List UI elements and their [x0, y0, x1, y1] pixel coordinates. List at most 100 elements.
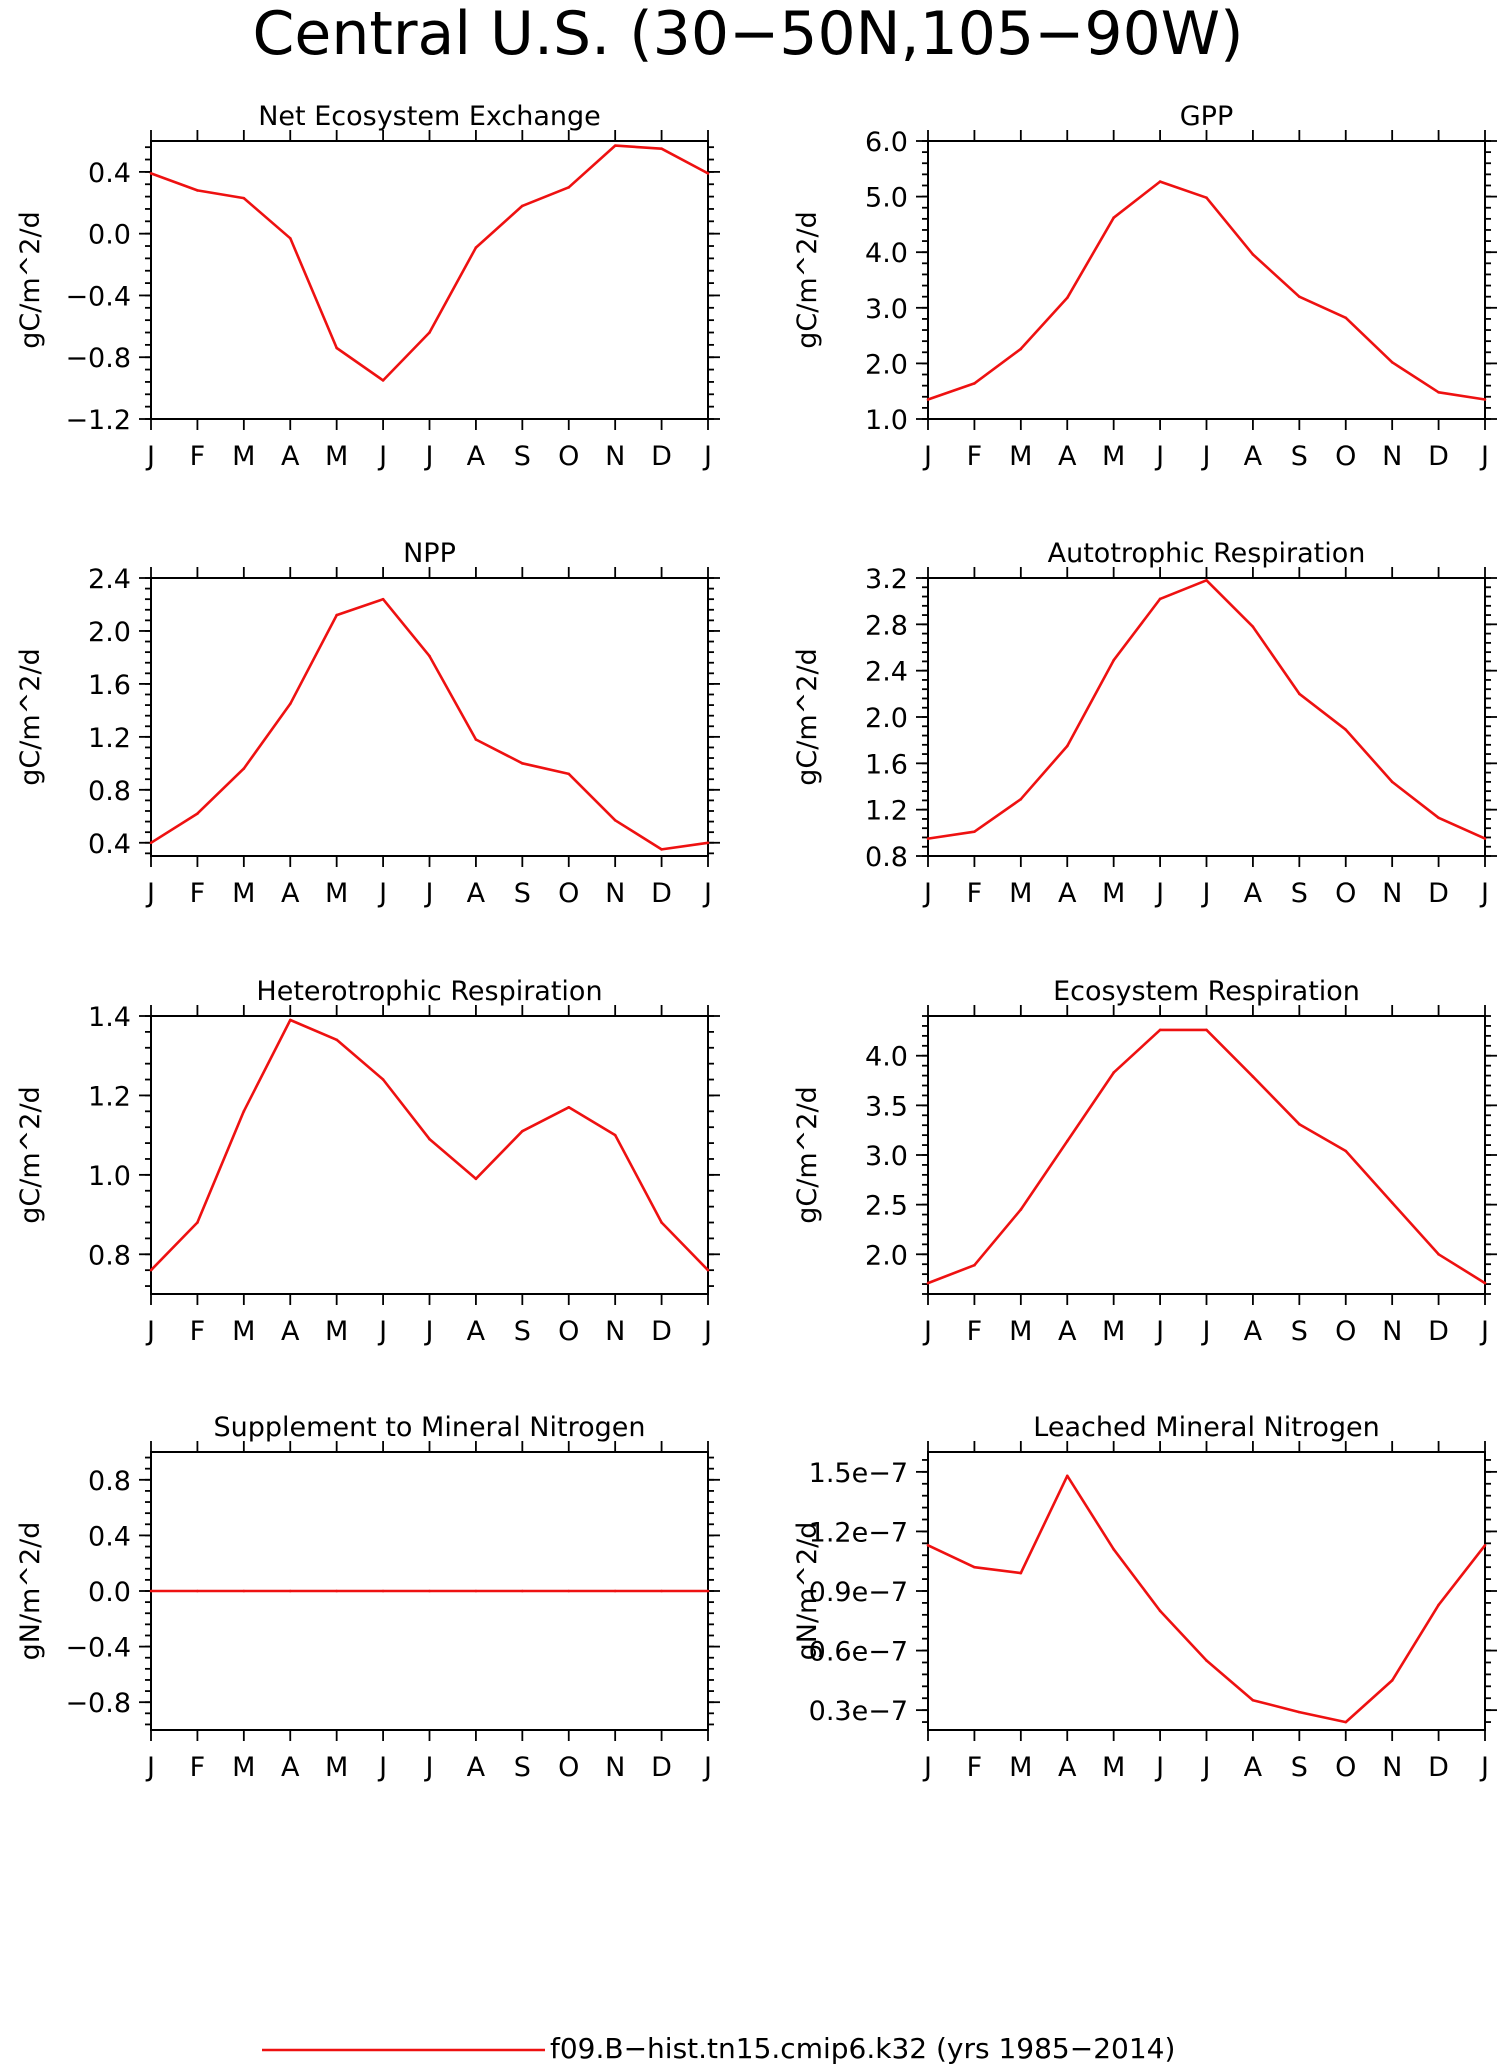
- data-point: [1205, 1028, 1208, 1032]
- data-point: [1483, 1544, 1487, 1547]
- x-tick-label: M: [325, 441, 348, 472]
- y-axis-label: gC/m^2/d: [15, 648, 46, 785]
- data-point: [1298, 295, 1301, 298]
- x-tick-label: J: [424, 1752, 434, 1783]
- x-tick-label: A: [281, 441, 300, 472]
- x-tick-label: J: [1201, 1316, 1211, 1347]
- x-tick-label: O: [558, 1316, 579, 1347]
- plot-frame: [150, 577, 709, 857]
- y-tick-label: 5.0: [865, 183, 908, 214]
- data-point: [288, 702, 292, 706]
- plot-frame: [927, 577, 1486, 857]
- y-tick-label: 4.0: [865, 1042, 908, 1073]
- x-tick-label: S: [1291, 878, 1308, 909]
- x-tick-label: J: [922, 1316, 932, 1347]
- y-axis-label: gN/m^2/d: [15, 1522, 46, 1661]
- data-point: [567, 186, 571, 189]
- x-tick-label: N: [605, 1316, 625, 1347]
- x-tick-label: N: [605, 1752, 625, 1783]
- x-tick-label: A: [1244, 1752, 1263, 1783]
- data-point: [1298, 1122, 1301, 1126]
- data-point: [1112, 658, 1115, 662]
- x-tick-label: D: [651, 1752, 672, 1783]
- series-line: [927, 1474, 1487, 1724]
- y-tick-label: 3.0: [865, 1141, 908, 1172]
- x-tick-label: J: [424, 878, 434, 909]
- data-point: [521, 1129, 524, 1133]
- plot-frame: [927, 1015, 1486, 1295]
- x-tick-label: F: [190, 1752, 206, 1783]
- data-point: [1112, 1071, 1115, 1074]
- y-tick-label: 3.0: [865, 294, 908, 325]
- x-tick-label: A: [1058, 1752, 1077, 1783]
- x-tick-label: J: [377, 441, 387, 472]
- x-tick-label: J: [922, 1752, 932, 1783]
- x-tick-label: F: [967, 1752, 983, 1783]
- data-point: [196, 189, 199, 192]
- chart-title: GPP: [1180, 101, 1234, 132]
- series-line: [927, 1028, 1486, 1285]
- data-point: [474, 738, 478, 741]
- data-point: [660, 147, 663, 151]
- y-axis-label: gC/m^2/d: [15, 211, 46, 348]
- y-tick-label: 2.0: [865, 349, 908, 380]
- x-tick-label: D: [1428, 878, 1449, 909]
- data-point: [1298, 1710, 1301, 1714]
- x-tick-label: M: [1009, 1316, 1032, 1347]
- x-tick-label: J: [1201, 1752, 1211, 1783]
- x-tick-label: M: [232, 1752, 255, 1783]
- data-point: [1205, 579, 1208, 582]
- x-tick-label: J: [1479, 1752, 1489, 1783]
- plot-frame: [150, 140, 709, 420]
- y-tick-label: 1.4: [88, 1002, 131, 1033]
- y-tick-label: 0.0: [88, 220, 131, 251]
- x-tick-label: D: [651, 1316, 672, 1347]
- data-point: [335, 613, 338, 617]
- y-tick-label: 2.0: [865, 703, 908, 734]
- data-point: [613, 1133, 617, 1137]
- data-point: [613, 144, 617, 147]
- y-tick-label: 6.0: [865, 127, 908, 158]
- data-point: [149, 841, 153, 845]
- x-tick-label: M: [1009, 441, 1032, 472]
- data-point: [1344, 1149, 1348, 1153]
- x-tick-label: D: [1428, 1752, 1449, 1783]
- x-tick-label: F: [967, 441, 983, 472]
- data-point: [926, 398, 930, 401]
- data-point: [1344, 1720, 1348, 1724]
- data-point: [1251, 625, 1255, 628]
- y-tick-label: 2.8: [865, 610, 908, 641]
- y-tick-label: 1.5e−7: [809, 1458, 908, 1489]
- data-point: [1437, 1603, 1440, 1607]
- data-point: [381, 1078, 385, 1081]
- y-tick-label: 2.0: [865, 1240, 908, 1271]
- data-point: [1344, 728, 1348, 732]
- x-tick-label: N: [1382, 878, 1402, 909]
- chart-title: Autotrophic Respiration: [1048, 538, 1366, 569]
- x-tick-label: J: [145, 1752, 155, 1783]
- x-tick-label: F: [190, 878, 206, 909]
- x-tick-label: S: [514, 1752, 531, 1783]
- x-tick-label: N: [1382, 441, 1402, 472]
- data-point: [926, 1544, 930, 1547]
- data-point: [521, 1589, 524, 1593]
- x-tick-label: A: [467, 441, 486, 472]
- data-point: [1065, 1139, 1069, 1143]
- x-tick-label: D: [651, 441, 672, 472]
- x-tick-label: A: [467, 1752, 486, 1783]
- x-tick-label: J: [1154, 1752, 1164, 1783]
- x-tick-label: F: [967, 878, 983, 909]
- x-tick-label: S: [514, 1316, 531, 1347]
- x-tick-label: M: [325, 878, 348, 909]
- x-tick-label: O: [1335, 1316, 1356, 1347]
- data-point: [521, 762, 524, 765]
- x-tick-label: J: [1479, 441, 1489, 472]
- y-axis-label: gC/m^2/d: [15, 1086, 46, 1223]
- chart-title: Supplement to Mineral Nitrogen: [214, 1412, 646, 1443]
- data-point: [1483, 1281, 1487, 1285]
- data-point: [1483, 837, 1487, 840]
- x-tick-label: J: [424, 1316, 434, 1347]
- data-point: [335, 346, 338, 350]
